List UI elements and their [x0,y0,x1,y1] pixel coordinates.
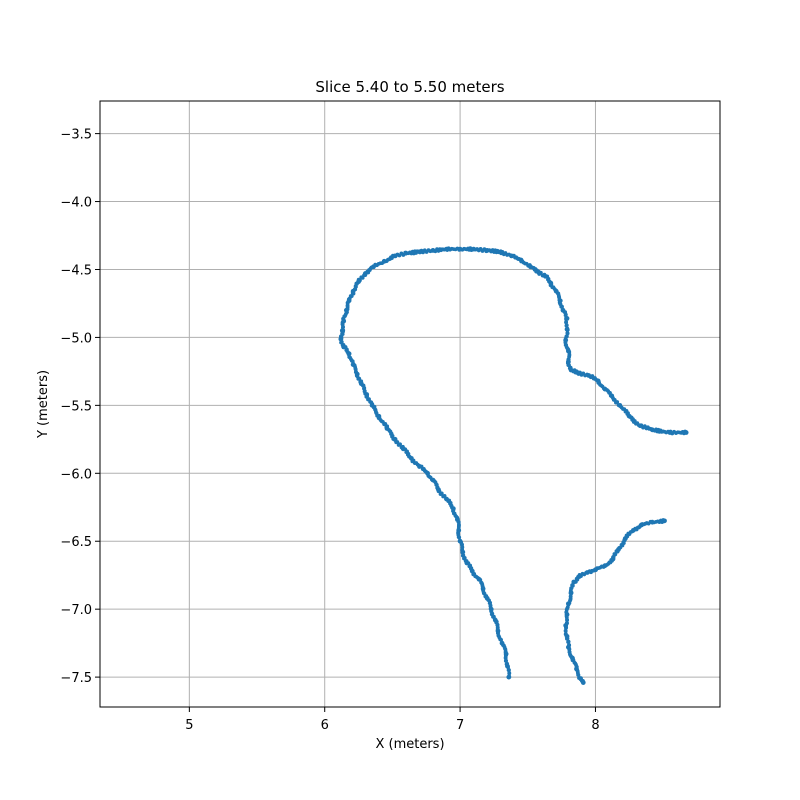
y-tick-label: −7.0 [60,603,92,618]
points-layer [338,246,689,685]
data-point [565,331,570,336]
data-point [616,403,621,408]
y-tick-label: −3.5 [60,128,92,143]
y-axis-label: Y (meters) [36,370,51,439]
data-point [504,658,509,663]
data-point [564,323,569,328]
chart-title: Slice 5.40 to 5.50 meters [315,78,504,96]
data-point [395,440,400,444]
data-point [565,636,570,641]
data-point [398,442,402,447]
data-point [341,325,345,329]
x-tick-label: 7 [456,718,464,733]
data-point [357,376,362,381]
data-point [614,549,619,554]
grid-layer [100,101,720,707]
data-point [546,277,550,282]
data-point [506,674,512,680]
data-point [490,611,495,616]
data-point [460,545,465,549]
y-tick-label: −6.5 [60,535,92,550]
x-tick-label: 5 [185,718,193,733]
data-point [507,671,512,675]
data-point [365,394,370,399]
data-point [560,307,565,312]
data-point [564,320,568,325]
x-tick-label: 8 [591,718,599,733]
data-point [350,291,355,295]
data-point [563,628,568,633]
plot-frame [99,100,721,708]
data-point [567,366,572,371]
data-point [353,284,358,289]
y-tick-label: −6.0 [60,467,92,482]
y-tick-label: −5.0 [60,331,92,346]
y-tick-label: −4.0 [60,196,92,211]
data-point [390,434,395,438]
data-point [362,386,367,390]
data-point [488,603,493,608]
data-point [451,508,456,513]
ticks-layer: 5 6 7 8 −3.5 −4.0 −4.5 −5.0 −5.5 −6.0 −6.5 −7.0 −7.5 [60,128,599,733]
data-point [507,668,511,672]
data-point [565,618,570,622]
data-point [571,580,576,585]
data-point [566,639,571,644]
data-point [568,591,573,596]
y-tick-label: −4.5 [60,263,92,278]
data-point [574,576,579,581]
data-point [570,583,575,588]
data-point [359,275,364,280]
data-point [564,334,569,339]
data-point [462,556,467,560]
data-point [564,625,568,630]
y-tick-label: −5.5 [60,399,92,414]
data-point [576,673,581,677]
data-point [580,680,586,685]
data-point [567,647,572,651]
data-point [339,339,344,344]
y-tick-label: −7.5 [60,671,92,686]
x-tick-label: 6 [321,718,329,733]
data-point [457,535,462,540]
data-point [540,273,545,278]
data-point [439,491,444,496]
data-point [563,313,568,318]
data-point [494,619,499,624]
x-axis-label: X (meters) [375,737,444,752]
